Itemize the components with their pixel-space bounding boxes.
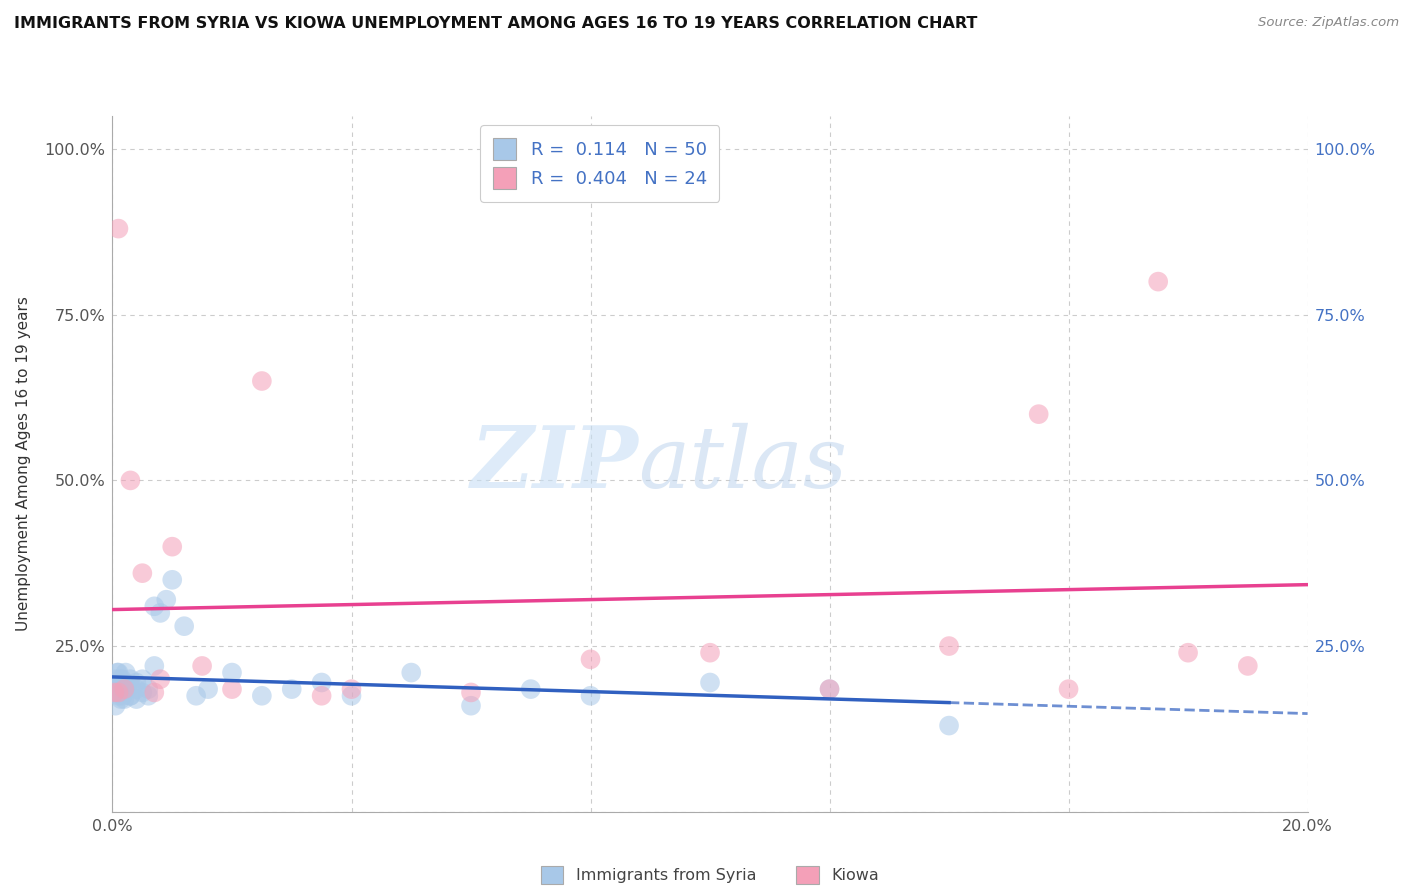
Point — [105, 665, 128, 680]
Point — [120, 679, 142, 693]
Text: atlas: atlas — [638, 423, 848, 505]
Point — [401, 665, 423, 680]
Point — [221, 682, 243, 697]
Point — [162, 573, 183, 587]
Point — [107, 665, 129, 680]
Point — [125, 692, 148, 706]
Point — [110, 682, 132, 697]
Point — [340, 682, 363, 697]
Point — [114, 692, 135, 706]
Point — [107, 689, 129, 703]
Point — [938, 718, 960, 732]
Point — [143, 599, 166, 614]
Point — [131, 672, 153, 686]
Point — [1057, 682, 1080, 697]
Point — [114, 675, 135, 690]
Point — [120, 689, 142, 703]
Point — [131, 685, 153, 699]
Point — [105, 679, 128, 693]
Point — [111, 689, 134, 703]
Point — [311, 689, 333, 703]
Point — [107, 685, 129, 699]
Point — [108, 685, 131, 699]
Point — [818, 682, 841, 697]
Point — [143, 685, 166, 699]
Point — [460, 685, 482, 699]
Point — [131, 566, 153, 581]
Point — [107, 221, 129, 235]
Text: ZIP: ZIP — [471, 422, 638, 506]
Point — [250, 689, 273, 703]
Point — [699, 646, 721, 660]
Point — [114, 665, 136, 680]
Point — [104, 698, 127, 713]
Point — [1177, 646, 1199, 660]
Point — [138, 682, 160, 697]
Point — [104, 672, 127, 686]
Point — [579, 652, 602, 666]
Point — [173, 619, 195, 633]
Point — [143, 659, 166, 673]
Point — [149, 672, 172, 686]
Point — [281, 682, 304, 697]
Point — [186, 689, 208, 703]
Point — [125, 682, 148, 697]
Point — [699, 675, 721, 690]
Point — [125, 675, 148, 690]
Point — [197, 682, 219, 697]
Point — [938, 639, 960, 653]
Point — [162, 540, 183, 554]
Point — [103, 685, 125, 699]
Point — [520, 682, 543, 697]
Point — [1237, 659, 1260, 673]
Point — [120, 672, 142, 686]
Point — [579, 689, 602, 703]
Point — [110, 672, 132, 686]
Point — [340, 689, 363, 703]
Point — [120, 689, 142, 703]
Point — [818, 682, 841, 697]
Point — [114, 685, 135, 699]
Point — [111, 672, 134, 686]
Point — [460, 698, 482, 713]
Point — [110, 692, 132, 706]
Point — [1028, 407, 1050, 421]
Point — [138, 689, 160, 703]
Y-axis label: Unemployment Among Ages 16 to 19 years: Unemployment Among Ages 16 to 19 years — [15, 296, 31, 632]
Point — [117, 682, 139, 697]
Point — [114, 682, 135, 697]
Legend: Immigrants from Syria, Kiowa: Immigrants from Syria, Kiowa — [533, 858, 887, 892]
Point — [250, 374, 273, 388]
Text: Source: ZipAtlas.com: Source: ZipAtlas.com — [1258, 16, 1399, 29]
Point — [155, 592, 177, 607]
Text: IMMIGRANTS FROM SYRIA VS KIOWA UNEMPLOYMENT AMONG AGES 16 TO 19 YEARS CORRELATIO: IMMIGRANTS FROM SYRIA VS KIOWA UNEMPLOYM… — [14, 16, 977, 31]
Point — [103, 685, 125, 699]
Point — [107, 679, 129, 693]
Point — [1147, 275, 1170, 289]
Point — [221, 665, 243, 680]
Point — [191, 659, 214, 673]
Point — [311, 675, 333, 690]
Point — [149, 606, 172, 620]
Point — [120, 474, 142, 488]
